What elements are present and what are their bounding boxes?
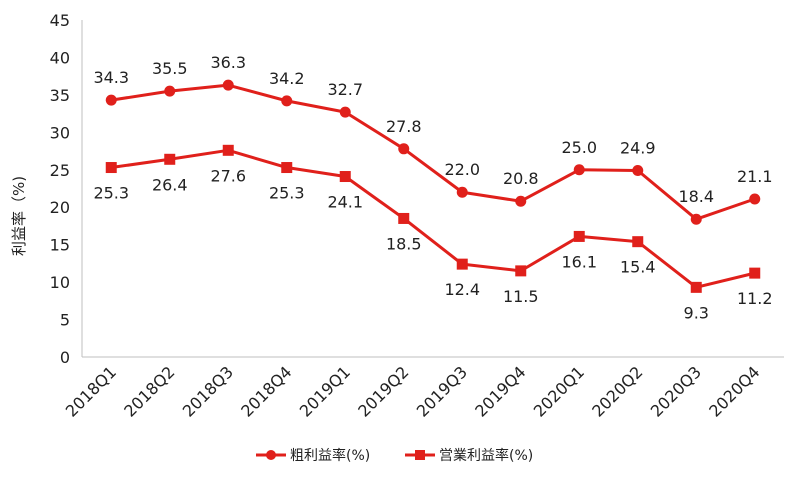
data-label: 16.1 xyxy=(561,252,597,271)
data-label: 18.5 xyxy=(386,234,422,253)
data-label: 12.4 xyxy=(444,280,480,299)
y-axis-title: 利益率（%) xyxy=(10,176,28,256)
data-point-circle xyxy=(573,164,585,176)
data-point-circle xyxy=(690,213,702,225)
data-label: 25.0 xyxy=(561,138,597,157)
x-tick-labels: 2018Q1 2018Q2 2018Q3 2018Q4 2019Q1 2019Q2 2019… xyxy=(62,362,764,420)
legend-label: 粗利益率(%) xyxy=(290,447,370,464)
y-tick-label: 25 xyxy=(50,161,70,180)
data-point-circle xyxy=(281,95,293,107)
data-point-square xyxy=(749,267,761,279)
data-label: 34.3 xyxy=(93,68,129,87)
x-tick-label: 2020Q4 xyxy=(705,362,763,420)
data-point-circle xyxy=(398,143,410,155)
y-axis-title-group: 利益率（%) xyxy=(10,176,28,256)
data-point-circle xyxy=(749,193,761,205)
data-label: 21.1 xyxy=(737,167,773,186)
x-tick-label: 2019Q4 xyxy=(471,362,529,420)
y-tick-label: 30 xyxy=(50,123,70,142)
data-point-circle xyxy=(222,79,234,91)
y-tick-label: 15 xyxy=(50,236,70,255)
data-label: 11.5 xyxy=(503,287,539,306)
x-tick-label: 2019Q1 xyxy=(296,362,354,420)
axes xyxy=(81,20,784,358)
y-tick-label: 40 xyxy=(50,48,70,67)
data-point-circle xyxy=(515,195,527,207)
y-tick-label: 5 xyxy=(60,311,70,330)
data-label: 24.1 xyxy=(327,193,363,212)
data-label: 32.7 xyxy=(327,80,363,99)
data-point-square xyxy=(690,281,702,293)
legend-item-1: 粗利益率(%) xyxy=(256,447,370,464)
data-label: 35.5 xyxy=(152,59,188,78)
x-tick-label: 2020Q3 xyxy=(647,362,705,420)
data-point-circle xyxy=(339,106,351,118)
y-tick-label: 45 xyxy=(50,11,70,30)
data-point-square xyxy=(105,162,117,174)
x-tick-label: 2019Q3 xyxy=(413,362,471,420)
data-labels: 34.3 35.5 36.3 34.2 32.7 27.8 22.0 20.8 25.0 24.9… xyxy=(93,53,772,322)
data-point-square xyxy=(632,236,644,248)
data-point-square xyxy=(456,258,468,270)
data-point-circle xyxy=(456,186,468,198)
series-line-1 xyxy=(111,83,756,221)
series-group xyxy=(105,79,761,293)
data-point-circle xyxy=(164,85,176,97)
data-point-square xyxy=(398,212,410,224)
x-tick-label: 2018Q4 xyxy=(237,362,295,420)
x-tick-label: 2020Q2 xyxy=(588,362,646,420)
data-point-square xyxy=(164,153,176,165)
data-label: 15.4 xyxy=(620,258,656,277)
legend-item-2: 営業利益率(%) xyxy=(405,447,533,464)
x-tick-label: 2020Q1 xyxy=(530,362,588,420)
x-tick-label: 2019Q2 xyxy=(354,362,412,420)
data-label: 26.4 xyxy=(152,175,188,194)
data-label: 9.3 xyxy=(684,303,709,322)
data-label: 24.9 xyxy=(620,139,656,158)
x-tick-label: 2018Q1 xyxy=(62,362,120,420)
legend-marker-square xyxy=(415,450,425,460)
data-point-square xyxy=(281,162,293,174)
data-label: 11.2 xyxy=(737,289,773,308)
data-point-square xyxy=(573,230,585,242)
data-point-circle xyxy=(105,94,117,106)
data-point-square xyxy=(515,265,527,277)
data-label: 25.3 xyxy=(93,184,129,203)
y-tick-label: 35 xyxy=(50,86,70,105)
data-label: 27.8 xyxy=(386,117,422,136)
data-label: 20.8 xyxy=(503,169,539,188)
legend-label: 営業利益率(%) xyxy=(439,447,533,464)
data-label: 34.2 xyxy=(269,69,305,88)
data-point-square xyxy=(339,171,351,183)
y-tick-label: 20 xyxy=(50,198,70,217)
x-tick-label: 2018Q2 xyxy=(120,362,178,420)
y-tick-labels: 0 5 10 15 20 25 30 35 40 45 xyxy=(50,11,70,367)
series-line-2 xyxy=(111,148,756,289)
data-label: 27.6 xyxy=(210,166,246,185)
data-label: 25.3 xyxy=(269,184,305,203)
legend: 粗利益率(%) 営業利益率(%) xyxy=(256,447,533,464)
x-tick-label: 2018Q3 xyxy=(179,362,237,420)
y-tick-label: 0 xyxy=(60,348,70,367)
legend-marker-circle xyxy=(266,450,276,460)
data-label: 22.0 xyxy=(444,160,480,179)
data-point-circle xyxy=(632,165,644,177)
data-point-square xyxy=(222,144,234,156)
data-label: 18.4 xyxy=(678,187,714,206)
y-tick-label: 10 xyxy=(50,273,70,292)
data-label: 36.3 xyxy=(210,53,246,72)
